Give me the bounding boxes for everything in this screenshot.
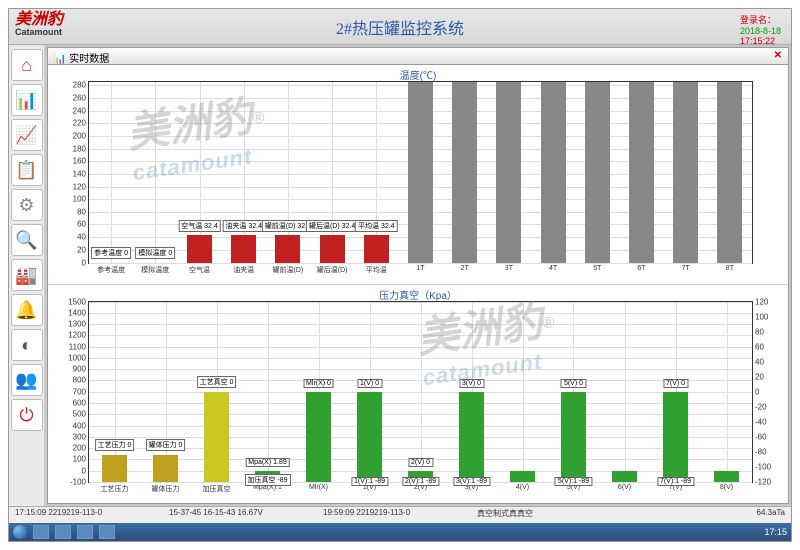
- taskbar-app-icon[interactable]: [55, 525, 71, 539]
- bottom-bar: 17:15:09 2219219-113-0 15-37-45 16-15-43…: [9, 506, 791, 541]
- bar: [496, 82, 521, 263]
- main-area: 📊 实时数据 ✕ 温度(℃) 0204060801001201401601802…: [45, 45, 791, 506]
- charts-panel: 温度(℃) 0204060801001201401601802002202402…: [47, 65, 789, 504]
- start-button[interactable]: [13, 525, 27, 539]
- window-title-text: 📊 实时数据: [54, 50, 109, 62]
- sidebar-home-button[interactable]: ⌂: [11, 49, 43, 81]
- taskbar-app-icon[interactable]: [33, 525, 49, 539]
- logo: 美洲豹 Catamount: [15, 13, 63, 37]
- chart1-plot: 020406080100120140160180200220240260280参…: [88, 81, 753, 264]
- bar: [357, 392, 382, 482]
- taskbar-clock: 17:15: [764, 527, 787, 537]
- login-label: 登录名：: [740, 13, 781, 26]
- bar: [717, 82, 742, 263]
- window-titlebar[interactable]: 📊 实时数据 ✕: [47, 47, 789, 65]
- bar: [102, 455, 127, 482]
- bar: [204, 392, 229, 482]
- sidebar: ⌂📊📈📋⚙🔍🏭🔔◐👥⏻: [9, 45, 45, 506]
- status-mid3: 真空制式真真空: [477, 508, 631, 522]
- chart2-plot: -100010020030040050060070080090010001100…: [88, 301, 753, 484]
- bar: [673, 82, 698, 263]
- status-mid1: 15-37-45 16-15-43 16.67V: [169, 508, 323, 522]
- app-header: 美洲豹 Catamount 2#热压罐监控系统 登录名： 2018-8-18 1…: [9, 9, 791, 45]
- logo-text-en: Catamount: [15, 27, 63, 37]
- status-right: 64.3aTa: [631, 508, 785, 522]
- login-info: 登录名： 2018-8-18 17:15:22: [740, 13, 781, 46]
- bar: [561, 392, 586, 482]
- status-left: 17:15:09 2219219-113-0: [15, 508, 169, 522]
- sidebar-alarm-button[interactable]: 🔔: [11, 294, 43, 326]
- sidebar-users-button[interactable]: 👥: [11, 364, 43, 396]
- bar: [187, 235, 212, 262]
- sidebar-power-button[interactable]: ⏻: [11, 399, 43, 431]
- logo-text-cn: 美洲豹: [15, 13, 63, 27]
- bar: [629, 82, 654, 263]
- bar: [714, 471, 739, 482]
- taskbar-app-icon[interactable]: [99, 525, 115, 539]
- bar: [231, 235, 256, 262]
- status-strip: 17:15:09 2219219-113-0 15-37-45 16-15-43…: [9, 506, 791, 523]
- bar: [320, 235, 345, 262]
- sidebar-meter-button[interactable]: ◐: [11, 329, 43, 361]
- chart-pressure: 压力真空（Kpa） -10001002003004005006007008009…: [48, 285, 788, 504]
- bar: [541, 82, 566, 263]
- windows-taskbar[interactable]: 17:15: [9, 523, 791, 541]
- bar: [510, 471, 535, 482]
- sidebar-settings-button[interactable]: ⚙: [11, 189, 43, 221]
- bar: [306, 392, 331, 482]
- bar: [612, 471, 637, 482]
- bar: [452, 82, 477, 263]
- sidebar-clipboard-button[interactable]: 📋: [11, 154, 43, 186]
- bar: [663, 392, 688, 482]
- status-mid2: 19:59:09 2219219-113-0: [323, 508, 477, 522]
- bar: [585, 82, 610, 263]
- sidebar-chart-button[interactable]: 📊: [11, 84, 43, 116]
- taskbar-app-icon[interactable]: [77, 525, 93, 539]
- chart-temperature: 温度(℃) 0204060801001201401601802002202402…: [48, 65, 788, 285]
- bar: [364, 235, 389, 262]
- sidebar-trend-button[interactable]: 📈: [11, 119, 43, 151]
- login-date: 2018-8-18: [740, 26, 781, 36]
- bar: [153, 455, 178, 482]
- sidebar-boiler-button[interactable]: 🏭: [11, 259, 43, 291]
- bar: [408, 82, 433, 263]
- sidebar-search-button[interactable]: 🔍: [11, 224, 43, 256]
- bar: [459, 392, 484, 482]
- bar: [275, 235, 300, 262]
- window-close-icon[interactable]: ✕: [774, 50, 782, 62]
- page-title: 2#热压罐监控系统: [336, 15, 464, 39]
